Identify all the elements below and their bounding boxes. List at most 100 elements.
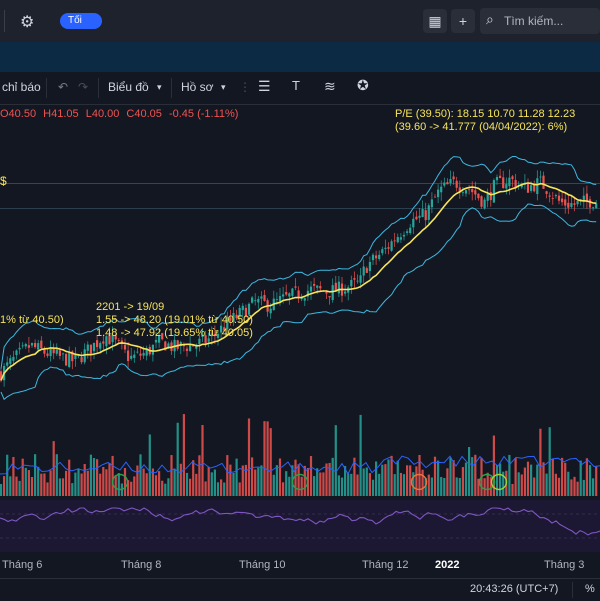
candle-body [83,349,86,363]
price-chart[interactable]: $2201 -> 19/091.55 -> 48.20 (19.01% từ 4… [0,104,600,556]
theme-toggle[interactable]: Tối [60,13,102,29]
candle-body [294,286,297,288]
volume-bar [247,418,251,496]
candle-body [551,198,554,199]
percent-toggle[interactable]: % [585,583,595,595]
candle-body [127,350,130,361]
candle-body [387,247,390,249]
candle-body [43,349,46,354]
candle-body [464,190,468,194]
candle-body [514,179,517,188]
candle-body [489,192,492,201]
candle-body [229,317,232,321]
candle-body [114,335,117,340]
volume-bar [353,457,356,496]
candle-body [198,338,201,345]
volume-bar [182,414,185,496]
volume-bar [322,472,325,496]
volume-bar [381,464,384,496]
redo-icon[interactable]: ↷ [78,80,89,94]
candle-body [161,333,164,340]
volume-bar [235,458,238,496]
candle-body [334,282,337,292]
volume-bar [449,457,452,496]
volume-bar [223,482,226,496]
candle-body [263,295,266,301]
volume-bar [244,464,247,496]
fib-tool-icon[interactable]: ≋ [324,78,336,94]
candle-body [592,207,595,209]
candle-body [390,241,393,251]
volume-bar [313,476,316,496]
candle-body [133,354,136,358]
candle-body [37,343,40,350]
gear-icon[interactable]: ⚙ [20,14,35,31]
chart-menu-button[interactable]: Biểu đồ [108,80,149,94]
candle-body [393,240,396,242]
candle-body [34,343,37,348]
volume-bar [0,483,3,496]
candle-body [247,303,251,315]
volume-bar [514,458,517,496]
volume-bar [254,469,257,496]
volume-bar [406,465,409,496]
volume-bar [387,459,390,496]
grid-icon[interactable]: ▦ [423,9,447,33]
candle-body [570,203,573,207]
candle-body [96,340,99,348]
volume-bar [3,476,6,496]
candle-body [207,338,210,342]
chevron-down-icon[interactable]: ▾ [157,82,162,92]
candle-body [486,193,489,201]
volume-bar [576,481,579,496]
volume-bar [502,471,505,496]
drag-handle-icon[interactable]: ⋮ [239,80,251,94]
candle-body [238,307,241,317]
volume-bar [278,458,282,496]
profile-menu-button[interactable]: Hồ sơ [181,80,214,94]
candle-body [257,298,260,303]
candle-body [573,203,576,205]
volume-bar [161,480,164,496]
annotation-date: 2201 -> 19/09 [96,301,164,313]
candle-body [92,342,96,352]
indicators-button[interactable]: chỉ báo [2,80,41,94]
undo-icon[interactable]: ↶ [58,80,69,94]
volume-bar [130,481,133,496]
candle-body [235,314,238,319]
volume-bar [458,477,461,496]
volume-ma-line [0,455,600,475]
candle-body [468,189,471,191]
search-placeholder: Tìm kiếm... [504,14,564,28]
volume-bar [539,428,542,496]
candle-body [381,249,384,254]
candle-body [446,182,449,185]
candle-body [452,176,455,180]
candle-body [49,347,52,357]
candle-body [495,176,499,181]
star-icon[interactable]: ✪ [357,77,369,93]
lines-tool-icon[interactable]: ☰ [258,78,271,94]
candle-body [12,356,15,361]
plus-icon[interactable]: + [451,9,475,33]
candle-body [9,358,12,364]
volume-bar [102,466,105,496]
text-tool-icon[interactable]: T [292,78,300,93]
volume-bar [9,476,12,496]
volume-bar [86,470,89,496]
volume-bar [396,460,399,496]
volume-bar [179,463,182,496]
volume-bar [226,455,229,496]
volume-bar [536,464,539,496]
volume-bar [213,469,216,496]
search-box[interactable]: ⌕ Tìm kiếm... [480,8,600,34]
candle-body [362,266,365,276]
dollar-label: $ [0,174,7,188]
chevron-down-icon[interactable]: ▾ [221,82,226,92]
x-label-thang-10: Tháng 10 [239,559,286,571]
toolbar-separator [171,78,172,98]
candle-body [502,177,505,189]
x-label-thang-8: Tháng 8 [121,559,162,571]
volume-bar [80,473,83,496]
candle-body [220,325,223,333]
